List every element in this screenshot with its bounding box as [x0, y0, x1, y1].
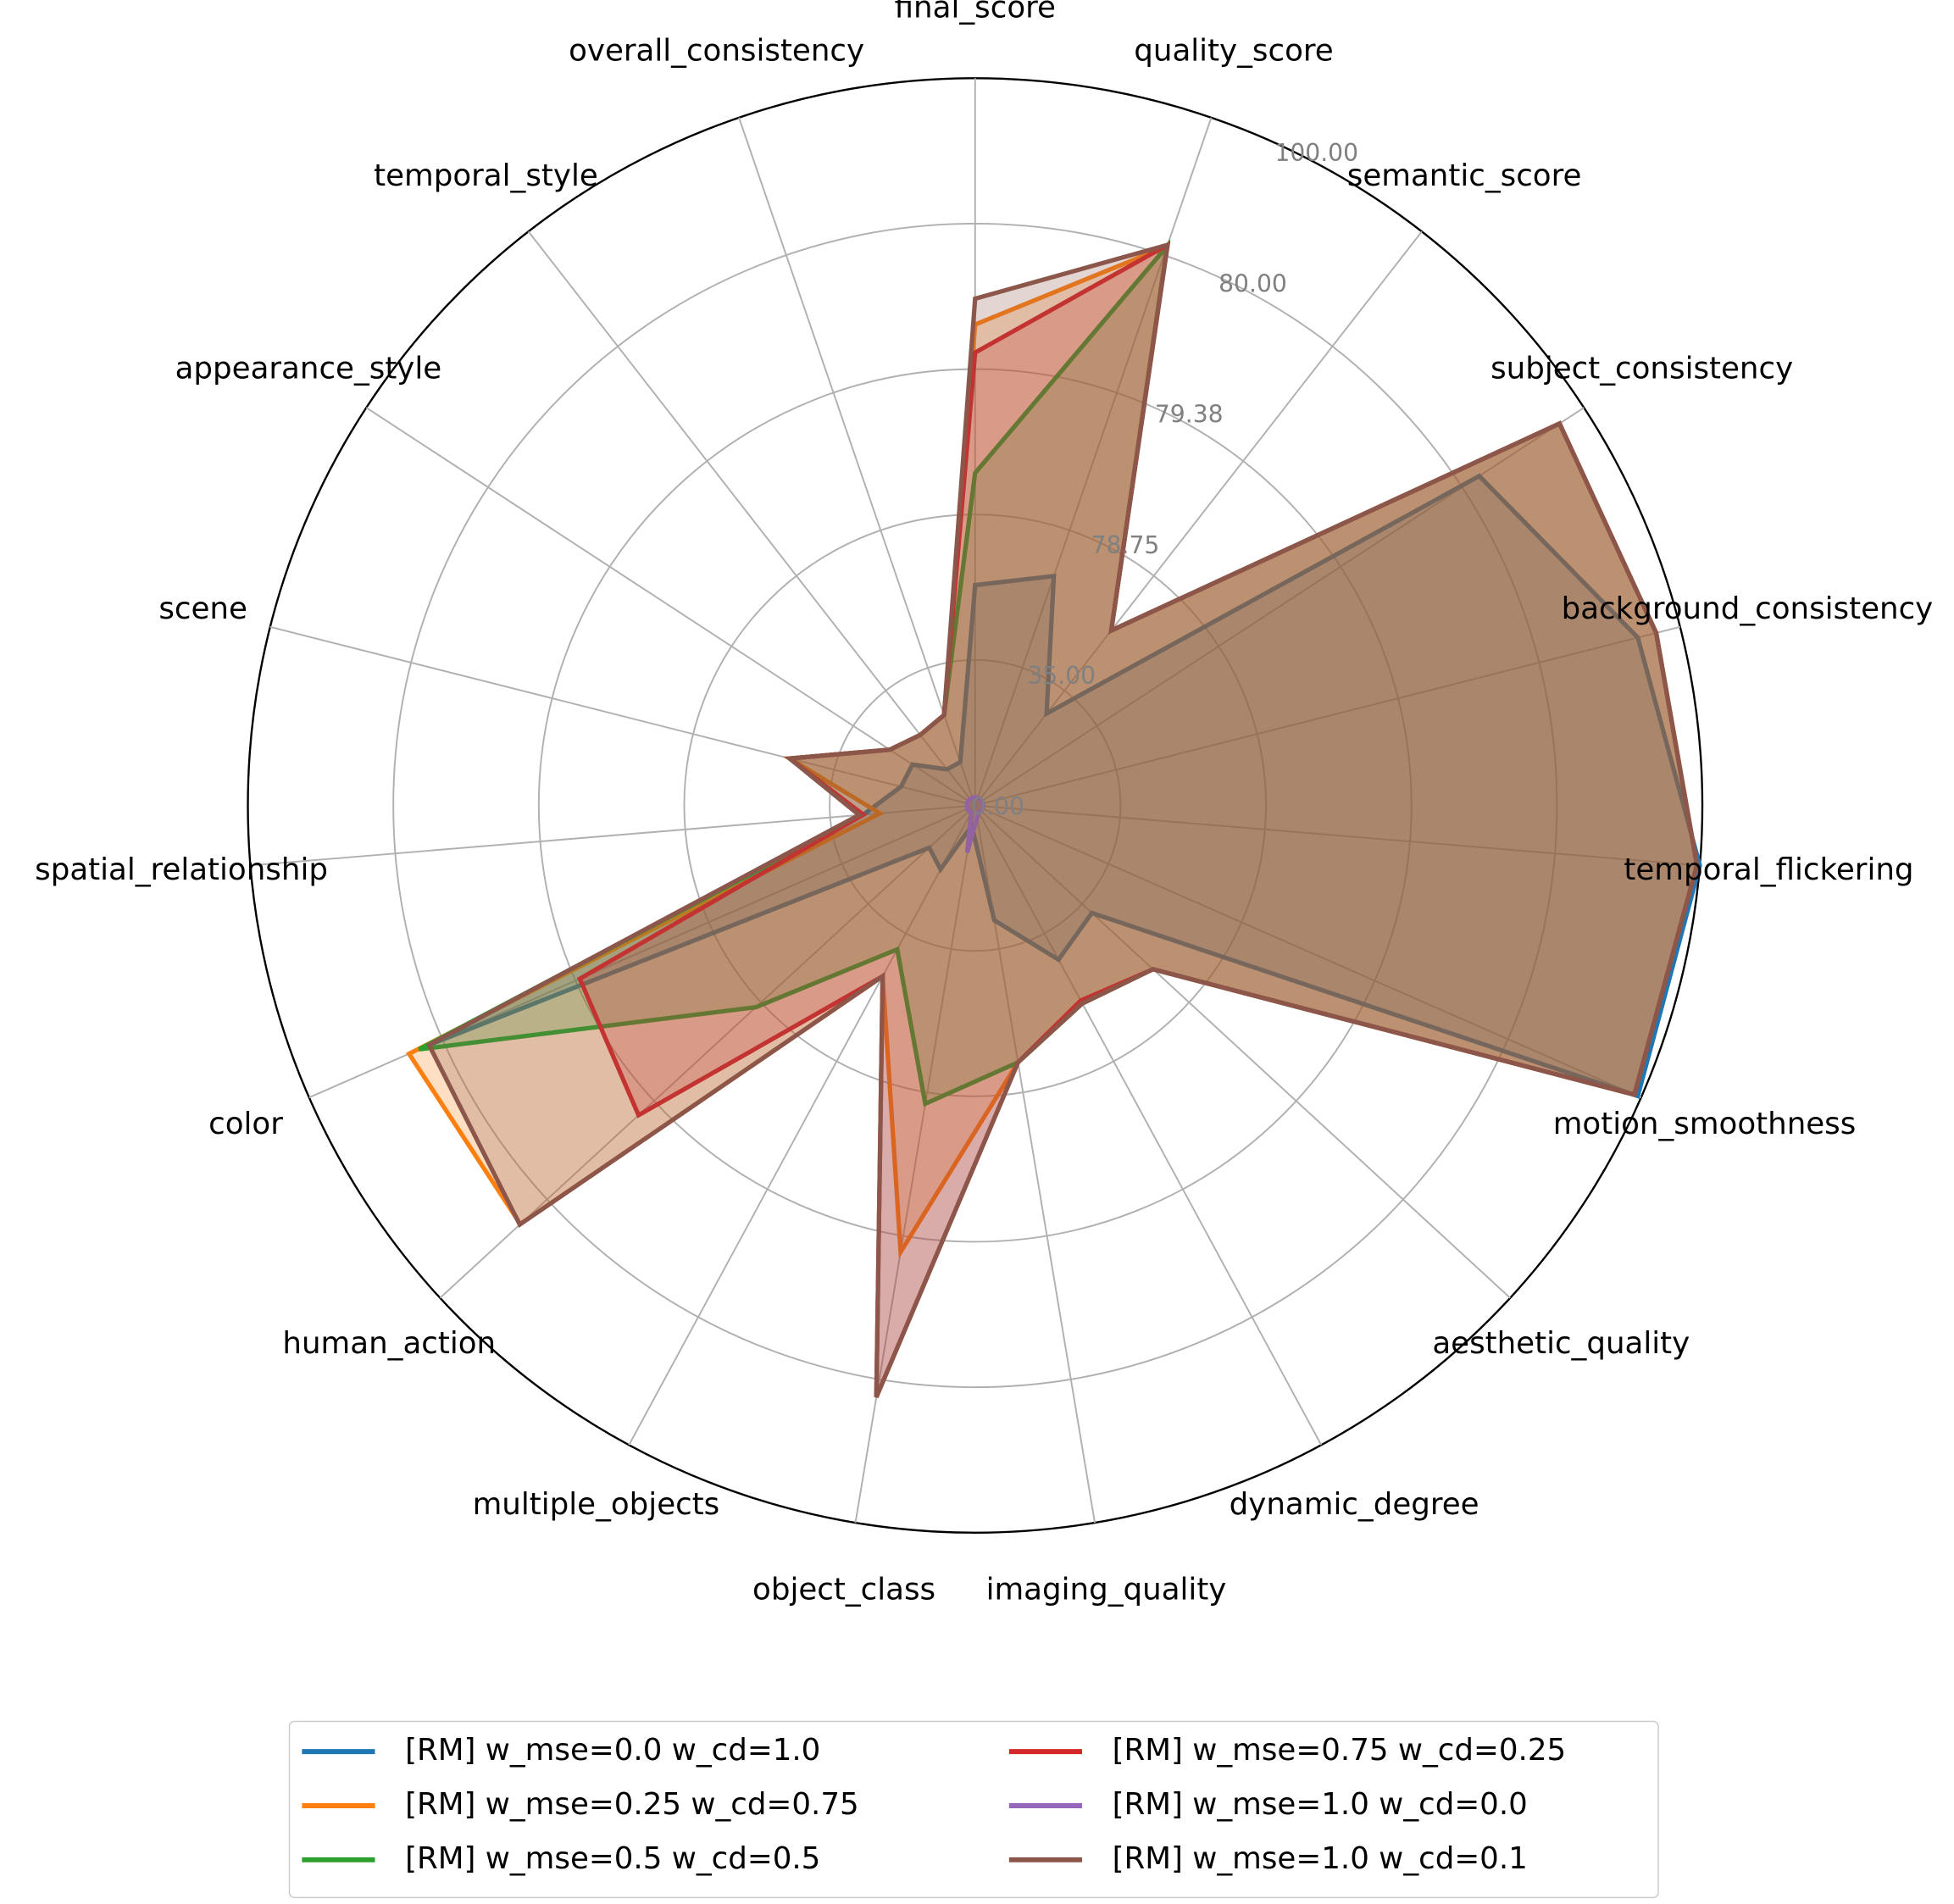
legend-label: [RM] w_mse=1.0 w_cd=0.0 — [1113, 1787, 1528, 1822]
legend: [RM] w_mse=0.0 w_cd=1.0 [RM] w_mse=0.25 w… — [302, 1733, 1566, 1876]
series-line — [428, 473, 1702, 1099]
category-label: color — [208, 1107, 283, 1141]
spoke — [974, 804, 1701, 867]
spoke — [365, 407, 976, 807]
radial-tick-label: 78.75 — [1091, 531, 1160, 559]
category-label: object_class — [752, 1573, 935, 1607]
radial-tick-label: 80.00 — [1218, 269, 1287, 297]
category-label: temporal_flickering — [1624, 852, 1913, 887]
spoke — [974, 625, 1681, 807]
category-label: scene — [158, 591, 247, 626]
radial-tick-label: 79.38 — [1155, 401, 1224, 429]
series-area — [429, 475, 1701, 1096]
spoke — [974, 117, 1213, 806]
category-label: spatial_relationship — [35, 852, 328, 887]
category-label: motion_smoothness — [1553, 1107, 1857, 1141]
grid — [247, 77, 1704, 1534]
series-area — [580, 245, 1697, 1397]
spoke — [269, 625, 976, 807]
category-label: semantic_score — [1347, 158, 1582, 193]
legend-label: [RM] w_mse=0.25 w_cd=0.75 — [405, 1787, 859, 1822]
category-label: imaging_quality — [986, 1573, 1227, 1607]
legend-label: [RM] w_mse=1.0 w_cd=0.1 — [1113, 1841, 1528, 1876]
legend-label: [RM] w_mse=0.5 w_cd=0.5 — [405, 1841, 820, 1876]
labels: final_score quality_score semantic_scoresu… — [35, 0, 1933, 1607]
legend-box — [288, 1720, 1659, 1899]
series-area — [408, 246, 1697, 1252]
spoke — [974, 407, 1585, 807]
legend-label: [RM] w_mse=0.75 w_cd=0.25 — [1113, 1733, 1567, 1768]
spoke — [527, 230, 976, 807]
radial-tick-label: 0.00 — [971, 792, 1024, 820]
category-label: appearance_style — [175, 351, 442, 386]
spoke — [974, 804, 1642, 1099]
radial-tick-label: 35.00 — [1027, 662, 1096, 690]
spoke — [738, 117, 976, 806]
series-line — [964, 795, 986, 853]
series-area — [429, 245, 1697, 1397]
category-label: overall_consistency — [569, 34, 864, 69]
spoke — [974, 805, 1323, 1446]
category-label: background_consistency — [1562, 591, 1934, 626]
spoke — [854, 805, 976, 1524]
legend-label: [RM] w_mse=0.0 w_cd=1.0 — [405, 1733, 820, 1768]
spoke — [974, 805, 1096, 1524]
category-label: final_score — [895, 0, 1056, 25]
category-label: dynamic_degree — [1230, 1487, 1479, 1522]
spoke — [628, 805, 976, 1446]
spoke — [974, 804, 1511, 1299]
series-line — [425, 241, 1700, 1398]
category-label: quality_score — [1134, 34, 1333, 69]
radial-tick-label: 100.00 — [1274, 139, 1358, 167]
category-label: subject_consistency — [1490, 351, 1793, 386]
category-label: temporal_style — [374, 158, 598, 193]
category-label: aesthetic_quality — [1432, 1326, 1690, 1361]
category-label: human_action — [282, 1326, 496, 1361]
marks — [405, 238, 1702, 1398]
category-label: multiple_objects — [473, 1487, 720, 1522]
